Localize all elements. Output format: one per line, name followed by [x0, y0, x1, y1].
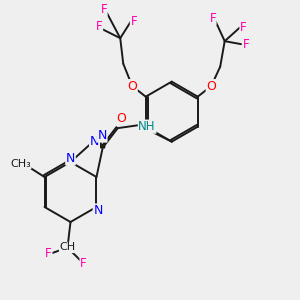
Text: F: F — [80, 257, 87, 270]
Text: N: N — [66, 152, 75, 165]
Text: N: N — [93, 204, 103, 217]
Text: O: O — [127, 80, 137, 93]
Text: F: F — [45, 247, 52, 260]
Text: O: O — [116, 112, 126, 125]
Text: F: F — [240, 21, 247, 34]
Text: F: F — [100, 3, 107, 16]
Text: F: F — [96, 20, 103, 33]
Text: N: N — [98, 129, 107, 142]
Text: CH₃: CH₃ — [10, 158, 31, 169]
Text: F: F — [130, 15, 137, 28]
Text: F: F — [209, 12, 216, 25]
Text: CH: CH — [59, 242, 76, 253]
Text: F: F — [242, 38, 249, 51]
Text: N: N — [90, 135, 99, 148]
Text: NH: NH — [138, 120, 156, 133]
Text: O: O — [206, 80, 216, 93]
